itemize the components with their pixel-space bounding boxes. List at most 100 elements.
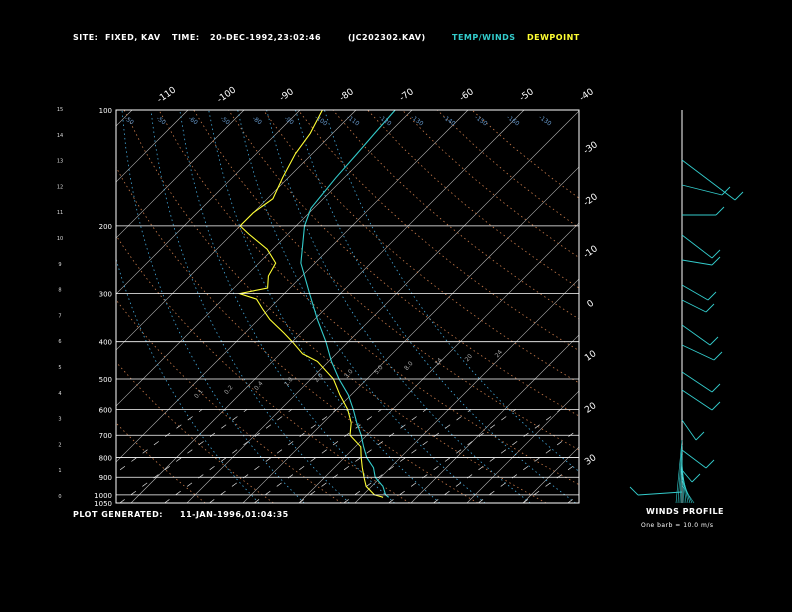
- wind-barb-low: [677, 444, 683, 504]
- pressure-tick-label: 900: [99, 474, 112, 482]
- temperature-tick-label: -40: [578, 87, 596, 104]
- dry-adiabat-label: -110: [345, 114, 360, 128]
- winds-profile-title: WINDS PROFILE: [646, 507, 725, 516]
- mixing-ratio-label: 24: [494, 349, 504, 359]
- wind-barb: [681, 299, 707, 313]
- mixing-ratio-label: 8.0: [403, 360, 415, 372]
- wind-barb: [681, 159, 736, 201]
- wind-barb: [681, 419, 697, 441]
- wind-barb: [681, 259, 713, 266]
- pressure-tick-label: 400: [99, 339, 112, 347]
- mixing-ratio-line: [298, 409, 427, 503]
- wind-barb: [637, 491, 683, 496]
- height-tick-label: 3: [58, 417, 61, 423]
- pressure-tick-label: 1000: [94, 492, 112, 500]
- wind-barb-flag: [715, 206, 725, 216]
- isotherm-line: [116, 110, 469, 463]
- wind-barb-flag: [629, 486, 639, 496]
- isotherm-line: [116, 110, 133, 127]
- wind-barb-flag: [734, 191, 744, 201]
- temperature-tick-label: -60: [458, 87, 476, 104]
- dry-adiabat-line: [116, 422, 206, 503]
- time-value: 20-DEC-1992,23:02:46: [210, 33, 322, 42]
- isotherm-line: [691, 110, 792, 503]
- dry-adiabat-line: [123, 110, 547, 503]
- mixing-ratio-line: [209, 409, 337, 503]
- height-tick-label: 2: [58, 442, 61, 448]
- height-tick-label: 10: [57, 236, 63, 242]
- mixing-ratio-line: [119, 409, 248, 503]
- dry-adiabat-line: [402, 110, 579, 259]
- pressure-tick-label: 300: [99, 291, 112, 299]
- mixing-ratio-line: [164, 409, 292, 503]
- height-tick-label: 6: [58, 339, 61, 345]
- wind-barb: [681, 234, 713, 259]
- temperature-tick-label: -30: [582, 140, 600, 157]
- wind-barb-flag: [713, 351, 723, 361]
- height-tick-label: 9: [58, 262, 61, 268]
- height-tick-label: 1: [58, 468, 61, 474]
- dry-adiabat-line: [116, 361, 274, 503]
- series-layer: [237, 110, 396, 498]
- dry-adiabat-label: -150: [473, 114, 488, 128]
- plot-generated-value: 11-JAN-1996,01:04:35: [180, 510, 289, 519]
- site-label: SITE:: [73, 33, 99, 42]
- height-tick-label: 12: [57, 184, 63, 190]
- wind-barb-flag: [705, 459, 715, 469]
- isotherm-line: [635, 110, 792, 503]
- dry-adiabat-line: [367, 110, 579, 289]
- wind-barb-low: [679, 449, 683, 504]
- dry-adiabat-line: [193, 110, 579, 451]
- wind-barb-flag: [709, 336, 719, 346]
- mixing-ratio-label: 20: [464, 353, 474, 363]
- moist-adiabat-line: [208, 110, 441, 503]
- isotherm-line: [0, 110, 20, 503]
- pressure-tick-label: 100: [99, 107, 112, 115]
- site-value: FIXED, KAV: [105, 33, 161, 42]
- wind-barb-flag: [721, 186, 731, 196]
- pressure-tick-label: 600: [99, 406, 112, 414]
- wind-barb: [681, 371, 713, 393]
- temperature-tick-label: -10: [582, 244, 600, 261]
- wind-barb: [681, 389, 713, 411]
- mixing-ratio-label: 1.0: [283, 376, 295, 388]
- temperature-tick-label: 20: [583, 401, 598, 416]
- mixing-ratio-line: [388, 409, 516, 503]
- mixing-ratio-label: 0.4: [253, 380, 265, 392]
- dry-adiabat-line: [228, 110, 579, 417]
- time-label: TIME:: [172, 33, 200, 42]
- moist-adiabat-line: [121, 110, 305, 503]
- wind-barb-low: [675, 439, 683, 504]
- dry-adiabat-label: -140: [441, 114, 456, 128]
- mixing-ratio-label: 2.0: [313, 372, 325, 384]
- mixing-ratio-line: [253, 409, 382, 503]
- isotherm-line: [578, 502, 579, 503]
- wind-barb: [681, 344, 715, 361]
- dry-adiabat-label: -50: [155, 115, 167, 126]
- label-layer: 1050100090080070060050040030020010001234…: [57, 85, 600, 508]
- isotherm-line: [116, 110, 189, 183]
- wind-barb: [681, 449, 707, 469]
- mixing-ratio-label: 3.0: [343, 368, 355, 380]
- dry-adiabat-label: -60: [187, 115, 199, 126]
- wind-barb: [681, 469, 693, 483]
- wind-barb-flag: [711, 249, 721, 259]
- isotherm-line: [116, 110, 301, 295]
- pressure-tick-label: 1050: [94, 500, 112, 508]
- height-tick-label: 0: [58, 494, 61, 500]
- moist-adiabat-line: [295, 110, 576, 503]
- mixing-ratio-label: 0.1: [193, 388, 205, 400]
- temperature-line: [300, 110, 396, 498]
- legend-dewpoint: DEWPOINT: [527, 33, 580, 42]
- isotherm-line: [410, 334, 579, 503]
- dry-adiabat-line: [116, 166, 479, 503]
- isotherm-line: [242, 166, 579, 503]
- isotherm-line: [522, 446, 579, 503]
- dry-adiabat-label: -90: [283, 115, 295, 126]
- winds-profile: [629, 110, 744, 504]
- wind-barb-flag: [695, 431, 705, 441]
- wind-barb-flag: [711, 383, 721, 393]
- dry-adiabat-label: -130: [409, 114, 424, 128]
- dry-adiabat-line: [116, 234, 411, 503]
